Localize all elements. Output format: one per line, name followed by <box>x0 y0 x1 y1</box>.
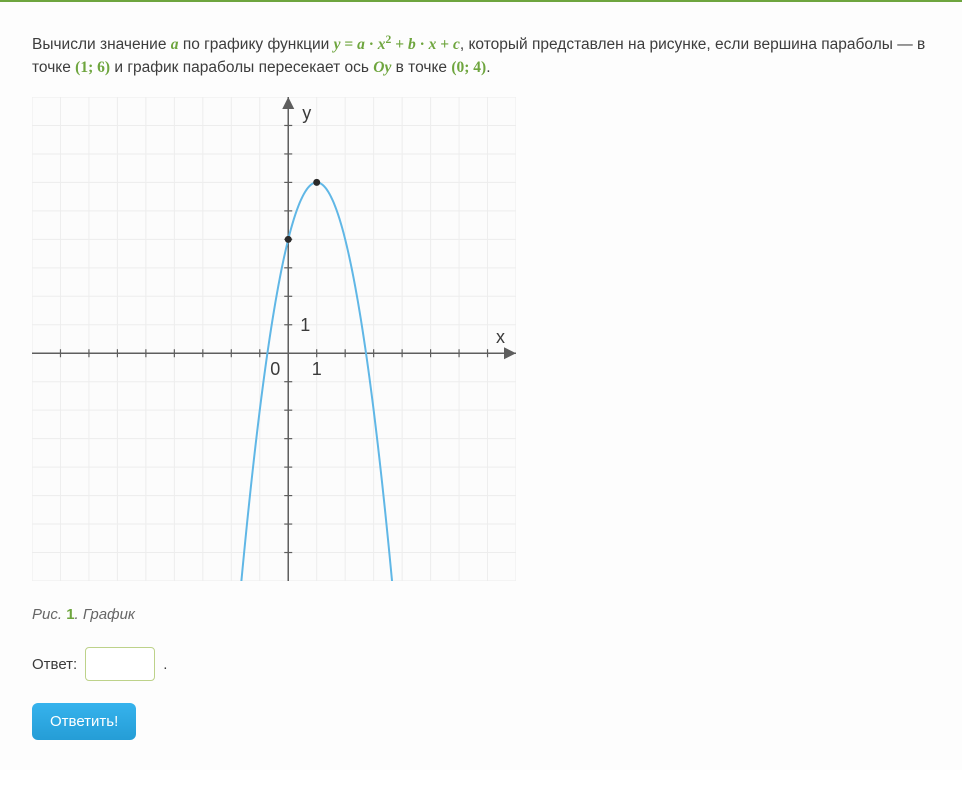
text-fragment: в точке <box>391 59 451 76</box>
svg-text:0: 0 <box>270 359 280 379</box>
math-eq-x: x <box>378 36 386 53</box>
text-fragment: . <box>486 59 490 76</box>
chart-container: y x 0 1 1 <box>32 97 930 586</box>
math-var-a: a <box>171 36 179 53</box>
figure-caption: Рис. 1. График <box>32 606 930 623</box>
math-intercept: (0; 4) <box>451 59 486 76</box>
math-eq-a: a <box>357 36 365 53</box>
caption-post: . График <box>75 606 135 623</box>
math-eq-dot2: · <box>416 36 429 53</box>
math-eq-c: c <box>453 36 460 53</box>
caption-num: 1 <box>66 606 74 623</box>
answer-row: Ответ: . <box>32 647 930 681</box>
text-fragment: Вычисли значение <box>32 36 171 53</box>
text-fragment: и график параболы пересекает ось <box>110 59 373 76</box>
answer-input[interactable] <box>85 647 155 681</box>
svg-text:1: 1 <box>312 359 322 379</box>
submit-button[interactable]: Ответить! <box>32 703 136 740</box>
math-eq-b: b <box>408 36 416 53</box>
math-eq-plus2: + <box>436 36 453 53</box>
svg-text:1: 1 <box>300 315 310 335</box>
text-fragment: по графику функции <box>179 36 334 53</box>
math-axis-oy: Oy <box>373 59 391 76</box>
math-eq-plus1: + <box>391 36 408 53</box>
parabola-chart: y x 0 1 1 <box>32 97 516 581</box>
math-eq-eq: = <box>341 36 358 53</box>
math-vertex: (1; 6) <box>75 59 110 76</box>
math-eq-y: y <box>334 36 341 53</box>
page-container: Вычисли значение a по графику функции y … <box>0 0 962 770</box>
caption-pre: Рис. <box>32 606 66 623</box>
answer-label: Ответ: <box>32 656 77 673</box>
answer-suffix: . <box>163 656 167 673</box>
svg-text:x: x <box>496 327 505 347</box>
math-eq-dot1: · <box>365 36 378 53</box>
problem-statement: Вычисли значение a по графику функции y … <box>32 32 930 79</box>
svg-text:y: y <box>302 103 311 123</box>
